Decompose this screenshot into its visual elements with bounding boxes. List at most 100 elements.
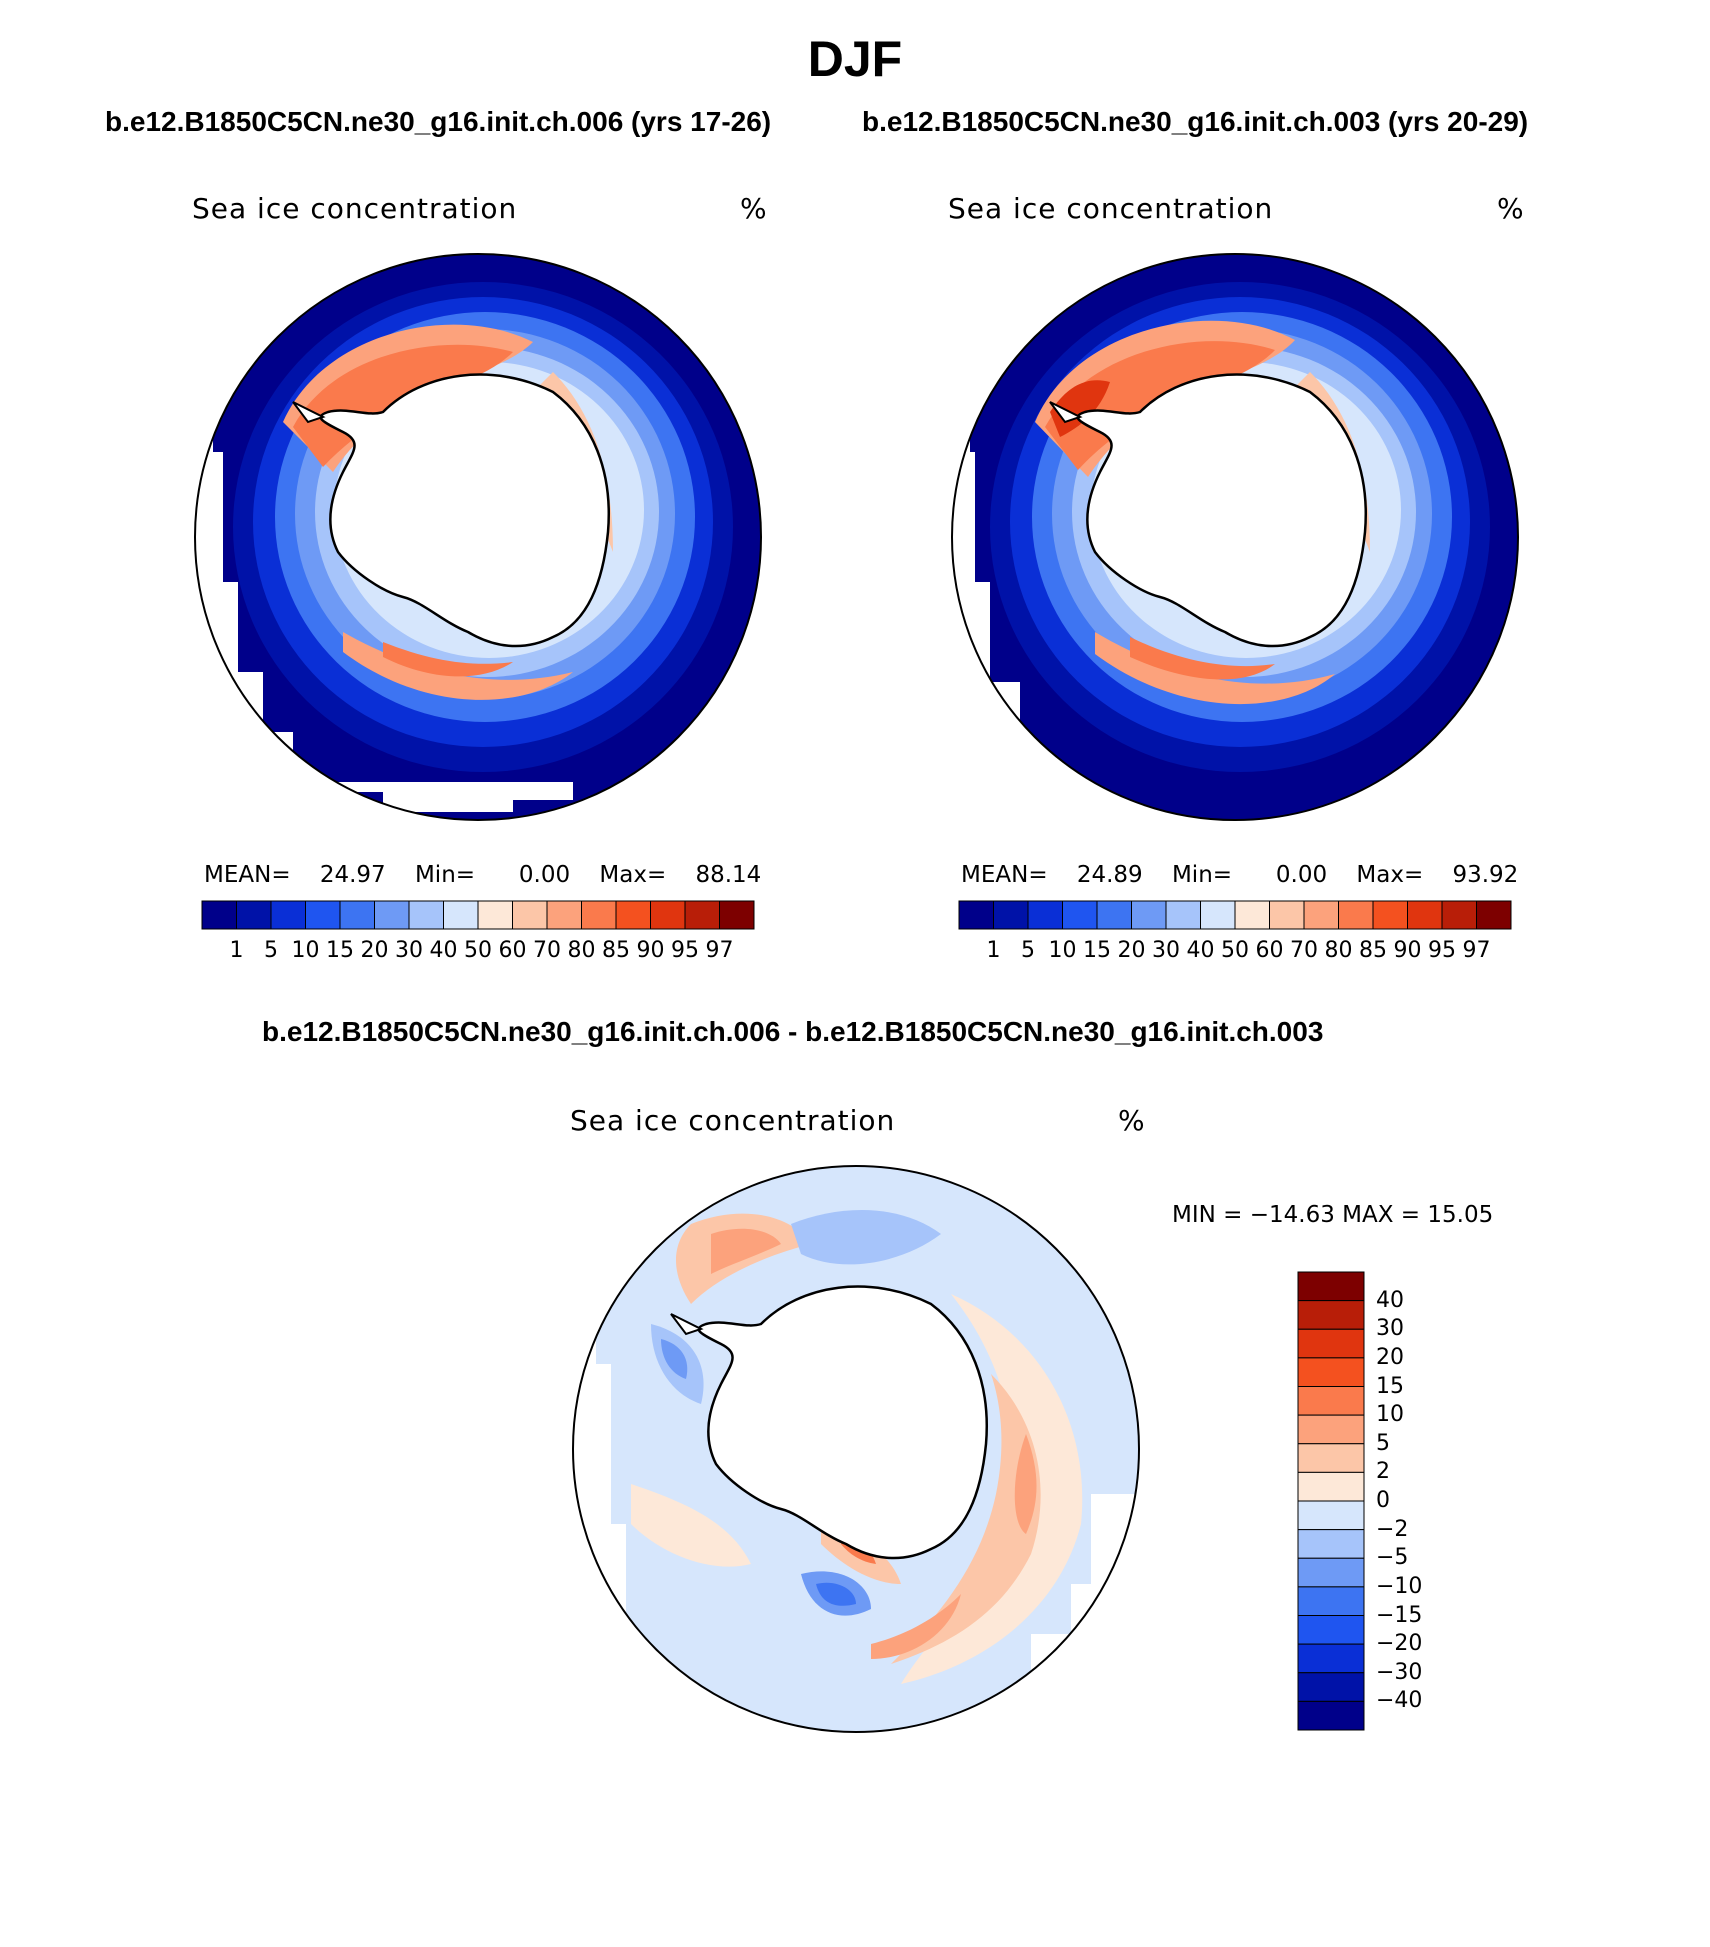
- colorbar-panel-2-ticks: 1 5 10 15 20 30 40 50 60 70 80 85 90 95 97: [959, 938, 1511, 968]
- panel1-min: 0.00: [518, 862, 571, 888]
- colorbar-1-tick-label: 97: [705, 938, 734, 963]
- colorbar-2-tick-label: 60: [1255, 938, 1284, 963]
- colorbar-2-swatch: [1165, 900, 1201, 930]
- colorbar-2-swatch: [1062, 900, 1098, 930]
- colorbar-diff-swatch: [1297, 1443, 1365, 1473]
- colorbar-diff-tick-label: 20: [1376, 1344, 1404, 1370]
- colorbar-1-swatch: [374, 900, 410, 930]
- colorbar-diff-swatch: [1297, 1615, 1365, 1645]
- colorbar-diff-swatch: [1297, 1357, 1365, 1387]
- colorbar-diff-tick-label: 15: [1376, 1373, 1404, 1399]
- colorbar-2-swatch: [1234, 900, 1270, 930]
- colorbar-diff-ticks: 40 30 20 15 10 5 2 0 −2 −5 −10 −15 −20 −30 −40: [1376, 1272, 1496, 1730]
- colorbar-diff-swatch: [1297, 1414, 1365, 1445]
- colorbar-2-swatch: [1269, 900, 1305, 930]
- colorbar-1-tick-label: 85: [602, 938, 630, 963]
- colorbar-1-swatch: [305, 900, 341, 930]
- colorbar-2-tick-label: 80: [1324, 938, 1353, 963]
- panel1-variable: Sea ice concentration: [192, 192, 518, 225]
- colorbar-2-swatch: [1200, 900, 1236, 930]
- colorbar-1-tick-label: 80: [567, 938, 596, 963]
- colorbar-2-swatch: [1372, 900, 1408, 930]
- colorbar-1-swatch: [684, 900, 720, 930]
- colorbar-diff-swatch: [1297, 1500, 1365, 1531]
- panel2-max: 93.92: [1452, 862, 1519, 888]
- colorbar-1-tick-label: 60: [498, 938, 527, 963]
- colorbar-diff-tick-label: −2: [1376, 1516, 1409, 1542]
- colorbar-diff-tick-label: 30: [1376, 1316, 1404, 1342]
- antarctica-diff: [697, 1285, 988, 1560]
- colorbar-1-tick-label: 1: [229, 938, 244, 963]
- colorbar-diff-swatch: [1297, 1586, 1365, 1616]
- colorbar-2-swatch: [1131, 900, 1167, 930]
- panel2-max-label: Max=: [1356, 862, 1424, 888]
- panel2-mean: 24.89: [1076, 862, 1143, 888]
- colorbar-1-swatch: [339, 900, 375, 930]
- colorbar-diff-swatch: [1297, 1700, 1365, 1731]
- colorbar-diff-swatch: [1297, 1328, 1365, 1359]
- panel1-mean: 24.97: [319, 862, 386, 888]
- colorbar-panel-1-ticks: 1 5 10 15 20 30 40 50 60 70 80 85 90 95 97: [202, 938, 754, 968]
- colorbar-diff-tick-label: 40: [1376, 1287, 1404, 1313]
- panel1-max: 88.14: [695, 862, 762, 888]
- colorbar-diff-tick-label: −10: [1376, 1573, 1423, 1599]
- colorbar-2-tick-label: 1: [986, 938, 1001, 963]
- colorbar-diff: [1297, 1271, 1365, 1731]
- panel2-stats: MEAN= 24.89 Min= 0.00 Max= 93.92: [961, 862, 1518, 888]
- colorbar-1-tick-label: 30: [395, 938, 423, 963]
- diff-variable: Sea ice concentration: [570, 1104, 896, 1137]
- panel2-variable: Sea ice concentration: [948, 192, 1274, 225]
- colorbar-1-swatch: [408, 900, 444, 930]
- colorbar-2-swatch: [1441, 900, 1477, 930]
- panel1-stats: MEAN= 24.97 Min= 0.00 Max= 88.14: [204, 862, 761, 888]
- colorbar-1-swatch: [477, 900, 513, 930]
- colorbar-diff-tick-label: −40: [1376, 1688, 1423, 1714]
- colorbar-2-tick-label: 85: [1359, 938, 1387, 963]
- colorbar-1-tick-label: 15: [326, 938, 354, 963]
- map-diff-field: [573, 1166, 1139, 1732]
- panel1-mean-label: MEAN=: [204, 862, 291, 888]
- colorbar-1-tick-label: 5: [264, 938, 278, 963]
- colorbar-2-swatch: [993, 900, 1029, 930]
- colorbar-1-tick-label: 90: [636, 938, 665, 963]
- colorbar-1-tick-label: 70: [533, 938, 561, 963]
- colorbar-1-swatch: [650, 900, 686, 930]
- colorbar-2-tick-label: 50: [1221, 938, 1249, 963]
- antarctica-1: [319, 373, 610, 648]
- colorbar-2-tick-label: 15: [1083, 938, 1111, 963]
- colorbar-2-swatch: [1476, 900, 1512, 930]
- colorbar-2-tick-label: 95: [1428, 938, 1456, 963]
- map-panel-2: [951, 253, 1519, 821]
- panel2-mean-label: MEAN=: [961, 862, 1048, 888]
- colorbar-2-tick-label: 70: [1290, 938, 1318, 963]
- map-panel-1: [194, 253, 762, 821]
- colorbar-1-swatch: [201, 900, 237, 930]
- panel2-min-label: Min=: [1171, 862, 1233, 888]
- diff-units: %: [1118, 1104, 1146, 1137]
- colorbar-1-tick-label: 10: [291, 938, 320, 963]
- colorbar-1-tick-label: 40: [429, 938, 458, 963]
- colorbar-1-swatch: [270, 900, 306, 930]
- map-2-field: [952, 254, 1518, 820]
- colorbar-1-tick-label: 50: [464, 938, 492, 963]
- colorbar-2-swatch: [958, 900, 994, 930]
- colorbar-2-swatch: [1407, 900, 1443, 930]
- colorbar-diff-swatch: [1297, 1271, 1365, 1302]
- colorbar-1-tick-label: 20: [360, 938, 389, 963]
- colorbar-diff-tick-label: 2: [1376, 1459, 1390, 1485]
- colorbar-diff-swatch: [1297, 1300, 1365, 1330]
- figure-title: DJF: [807, 31, 903, 87]
- colorbar-diff-swatch: [1297, 1672, 1365, 1702]
- colorbar-1-swatch: [236, 900, 272, 930]
- colorbar-diff-tick-label: −5: [1376, 1545, 1409, 1571]
- colorbar-2-tick-label: 5: [1021, 938, 1035, 963]
- colorbar-diff-tick-label: −30: [1376, 1659, 1423, 1685]
- colorbar-2-swatch: [1303, 900, 1339, 930]
- panel1-max-label: Max=: [599, 862, 667, 888]
- colorbar-diff-tick-label: −20: [1376, 1631, 1423, 1657]
- colorbar-1-swatch: [443, 900, 479, 930]
- case-a-label: b.e12.B1850C5CN.ne30_g16.init.ch.006 (yr…: [105, 106, 772, 137]
- colorbar-panel-2: [958, 900, 1512, 930]
- colorbar-2-tick-label: 40: [1186, 938, 1215, 963]
- colorbar-1-swatch: [615, 900, 651, 930]
